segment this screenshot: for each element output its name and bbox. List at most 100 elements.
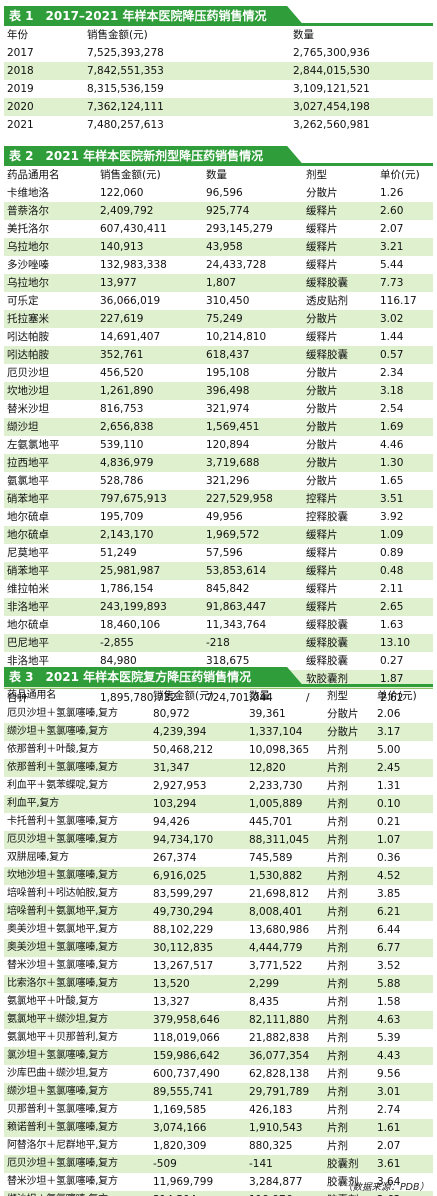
table-cell: 缓释胶囊 (306, 655, 348, 667)
table-cell: 195,108 (206, 367, 250, 379)
source-note: （数据来源：PDB） (342, 1182, 429, 1193)
table-cell: 缬沙坦＋氢氯噻嗪,复方 (7, 1086, 108, 1097)
table-cell: 1,910,543 (249, 1122, 303, 1134)
table-cell: 利血平,复方 (7, 798, 59, 809)
table-cell: 50,468,212 (153, 744, 214, 756)
table-cell: 替米沙坦＋氢氯噻嗪,复方 (7, 1176, 118, 1187)
table-row: 2019 8,315,536,159 3,109,121,521 (4, 80, 433, 98)
table-cell: 尼莫地平 (7, 547, 49, 559)
table-cell: 3.61 (377, 1158, 401, 1170)
table-cell: 吲达帕胺 (7, 331, 49, 343)
table-cell: 31,347 (153, 762, 190, 774)
table-cell: 845,842 (206, 583, 250, 595)
table-cell: 缓释片 (306, 583, 338, 595)
table-cell: 25,981,987 (100, 565, 161, 577)
table-cell: 132,983,338 (100, 259, 167, 271)
table-cell: 普萘洛尔 (7, 205, 49, 217)
table-cell: 2.65 (380, 601, 404, 613)
table-cell: 6.44 (377, 924, 401, 936)
table-cell: 103,294 (153, 798, 197, 810)
table-cell: 双肼屈嗪,复方 (7, 852, 69, 863)
table-row: 沙库巴曲＋缬沙坦,复方 600,737,490 62,828,138 片剂 9.56 (4, 1065, 433, 1083)
table-cell: 替米沙坦＋氢氯噻嗪,复方 (7, 960, 118, 971)
table-cell: 分散片 (306, 385, 338, 397)
table-cell: 3.21 (380, 241, 404, 253)
table-cell: 94,426 (153, 816, 190, 828)
table-cell: 1.09 (380, 529, 404, 541)
table-cell: 91,863,447 (206, 601, 267, 613)
table-cell: 1.30 (380, 457, 404, 469)
table-cell: 缓释胶囊 (306, 277, 348, 289)
table-cell: 依那普利＋叶酸,复方 (7, 744, 99, 755)
table-cell: 缓释片 (306, 547, 338, 559)
table-cell: 0.57 (380, 349, 404, 361)
table-row: 利血平,复方 103,294 1,005,889 片剂 0.10 (4, 795, 433, 813)
table-3: 表 3 2021 年样本医院复方降压药销售情况 药品通用名 销售金额(元) 数量… (4, 667, 433, 1196)
table-cell: 缓释片 (306, 241, 338, 253)
table-cell: 2.11 (380, 583, 404, 595)
table-cell: 120,894 (206, 439, 250, 451)
table-row: 可乐定 36,066,019 310,450 透皮贴剂 116.17 (4, 292, 433, 310)
table-cell: 84,980 (100, 655, 137, 667)
table-cell: 1,786,154 (100, 583, 154, 595)
table-cell: 片剂 (327, 1014, 348, 1026)
table-cell: 依那普利＋氢氯噻嗪,复方 (7, 762, 118, 773)
table-row: 替米沙坦 816,753 321,974 分散片 2.54 (4, 400, 433, 418)
table-cell: 880,325 (249, 1140, 293, 1152)
table-cell: 缓释片 (306, 529, 338, 541)
table-row: 地尔硫卓 18,460,106 11,343,764 缓释胶囊 1.63 (4, 616, 433, 634)
table-cell: 607,430,411 (100, 223, 167, 235)
table-cell: 6,916,025 (153, 870, 207, 882)
table-row: 非洛地平 243,199,893 91,863,447 缓释片 2.65 (4, 598, 433, 616)
table-row: 氨氯地平＋缬沙坦,复方 379,958,646 82,111,880 片剂 4.63 (4, 1011, 433, 1029)
table-cell: 培哚普利＋氨氯地平,复方 (7, 906, 118, 917)
table-cell: 缬沙坦＋氢氯噻嗪,复方 (4, 1191, 150, 1196)
table-cell: 18,460,106 (100, 619, 161, 631)
table-cell: 49,956 (206, 511, 243, 523)
table-row: 阿替洛尔＋尼群地平,复方 1,820,309 880,325 片剂 2.07 (4, 1137, 433, 1155)
table-cell: 75,249 (206, 313, 243, 325)
table-cell: 缬沙坦 (7, 421, 39, 433)
table-cell: 119,976 (246, 1191, 324, 1196)
table-cell: 1.26 (380, 187, 404, 199)
table-cell: 1,969,572 (206, 529, 260, 541)
table-2-title-bar: 表 2 2021 年样本医院新剂型降压药销售情况 (4, 146, 433, 166)
table-cell: 0.10 (377, 798, 401, 810)
table-cell: 3.51 (380, 493, 404, 505)
column-header: 销售金额(元) (87, 29, 148, 41)
table-cell: 3,027,454,198 (293, 101, 370, 113)
table-cell: 2,656,838 (100, 421, 154, 433)
table-row: 奥美沙坦＋氢氯噻嗪,复方 30,112,835 4,444,779 片剂 6.77 (4, 939, 433, 957)
table-cell: 1.44 (380, 331, 404, 343)
table-row: 替米沙坦＋氢氯噻嗪,复方 13,267,517 3,771,522 片剂 3.52 (4, 957, 433, 975)
table-row: 卡维地洛 122,060 96,596 分散片 1.26 (4, 184, 433, 202)
table-cell: 分散片 (306, 439, 338, 451)
table-row: 吲达帕胺 14,691,407 10,214,810 缓释片 1.44 (4, 328, 433, 346)
table-cell: 62,828,138 (249, 1068, 310, 1080)
table-cell: 352,761 (100, 349, 144, 361)
table-cell: 1,530,882 (249, 870, 303, 882)
table-cell: 乌拉地尔 (7, 241, 49, 253)
table-cell: 1.58 (377, 996, 401, 1008)
table-cell: 氯沙坦＋氢氯噻嗪,复方 (7, 1050, 108, 1061)
table-cell: 5.44 (380, 259, 404, 271)
table-total-cell: / (306, 692, 310, 704)
table-row: 赖诺普利＋氢氯噻嗪,复方 3,074,166 1,910,543 片剂 1.61 (4, 1119, 433, 1137)
column-header: 销售金额(元) (153, 690, 214, 702)
table-row: 利血平＋氨苯蝶啶,复方 2,927,953 2,233,730 片剂 1.31 (4, 777, 433, 795)
table-cell: 2,233,730 (249, 780, 303, 792)
table-cell: 缬沙坦＋氢氯噻嗪,复方 (7, 726, 108, 737)
table-cell: 1.31 (377, 780, 401, 792)
table-cell: 745,589 (249, 852, 293, 864)
table-cell: 267,374 (153, 852, 197, 864)
table-row: 培哚普利＋氨氯地平,复方 49,730,294 8,008,401 片剂 6.21 (4, 903, 433, 921)
table-cell: -218 (206, 637, 230, 649)
table-total-cell: 合计 (7, 692, 28, 704)
table-cell: 118,019,066 (153, 1032, 220, 1044)
table-cell: 816,753 (100, 403, 144, 415)
table-cell: 透皮贴剂 (306, 295, 348, 307)
table-cell: 3.64 (377, 1176, 401, 1188)
table-cell: 片剂 (327, 1086, 348, 1098)
table-cell: 4.46 (380, 439, 404, 451)
table-cell: 2,765,300,936 (293, 47, 370, 59)
